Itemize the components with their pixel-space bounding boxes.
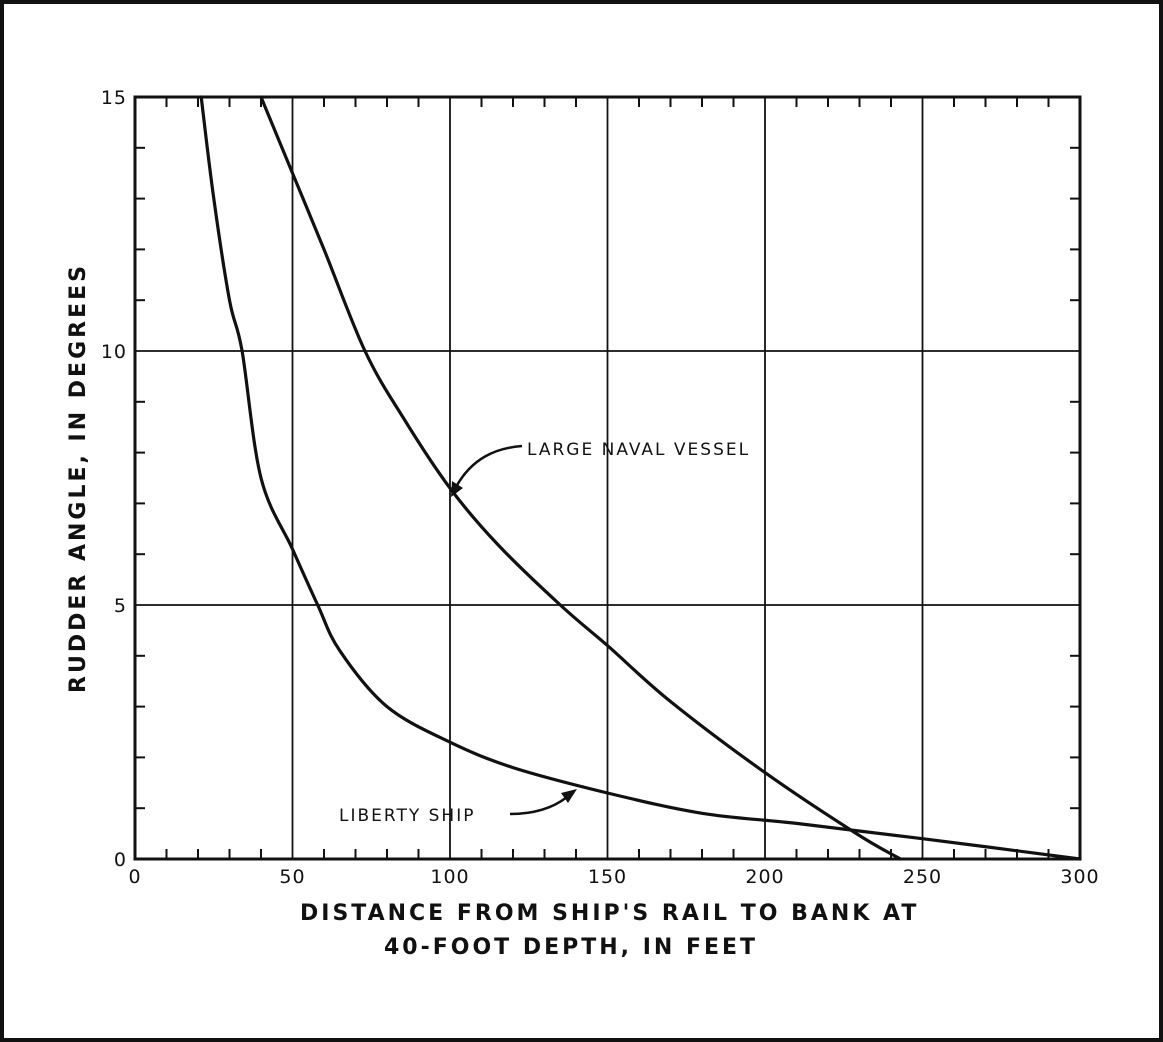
annotation-label-liberty-ship: LIBERTY SHIP — [339, 806, 475, 826]
y-tick-labels: 0 5 10 15 — [101, 87, 127, 871]
y-tick-label: 15 — [101, 87, 127, 109]
plot-area — [133, 95, 1082, 861]
annotation-arrow-large-naval-vessel — [451, 481, 463, 497]
x-tick-labels: 0 50 100 150 200 250 300 — [128, 866, 1099, 888]
annotation-liberty-ship: LIBERTY SHIP — [339, 789, 577, 826]
x-tick-label: 200 — [745, 866, 784, 888]
x-tick-label: 300 — [1060, 866, 1099, 888]
y-tick-label: 10 — [101, 341, 127, 363]
annotation-label-large-naval-vessel: LARGE NAVAL VESSEL — [527, 440, 750, 460]
series-layer — [199, 95, 1082, 861]
y-tick-label: 5 — [114, 595, 127, 617]
series-line-large-naval-vessel — [259, 95, 903, 861]
x-tick-label: 150 — [588, 866, 627, 888]
x-axis-title-line-1: DISTANCE FROM SHIP'S RAIL TO BANK AT — [300, 901, 919, 926]
annotation-leader-large-naval-vessel — [454, 444, 523, 488]
x-tick-label: 250 — [903, 866, 942, 888]
annotation-leader-liberty-ship — [509, 796, 568, 816]
grid-lines — [135, 97, 1080, 859]
x-tick-label: 100 — [430, 866, 469, 888]
x-tick-label: 50 — [279, 866, 305, 888]
series-line-liberty-ship — [199, 95, 1082, 861]
y-tick-label: 0 — [114, 849, 127, 871]
annotation-arrow-liberty-ship — [561, 789, 577, 803]
x-axis-title-line-2: 40-FOOT DEPTH, IN FEET — [384, 935, 758, 960]
x-tick-label: 0 — [128, 866, 141, 888]
y-axis-title: RUDDER ANGLE, IN DEGREES — [66, 263, 91, 693]
annotation-large-naval-vessel: LARGE NAVAL VESSEL — [451, 440, 750, 497]
